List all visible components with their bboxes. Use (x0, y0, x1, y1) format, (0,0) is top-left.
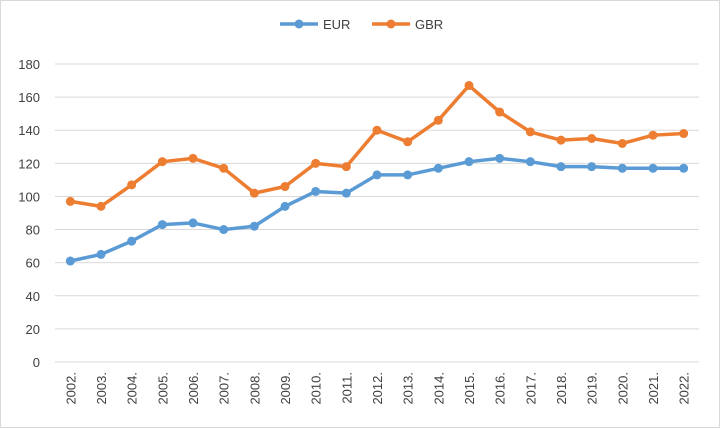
point-marker (157, 220, 167, 230)
x-tick-label: 2016. (493, 372, 508, 405)
point-marker (127, 180, 137, 190)
y-tick-label: 180 (18, 57, 40, 72)
y-tick-label: 0 (33, 355, 40, 370)
y-tick-label: 20 (26, 322, 40, 337)
point-marker (525, 127, 535, 137)
x-tick-label: 2015. (462, 372, 477, 405)
x-tick-label: 2002. (63, 372, 78, 405)
x-tick-label: 2019. (585, 372, 600, 405)
x-tick-label: 2017. (523, 372, 538, 405)
x-tick-label: 2018. (554, 372, 569, 405)
point-marker (249, 221, 259, 231)
x-tick-label: 2010. (309, 372, 324, 405)
point-marker (249, 188, 259, 198)
point-marker (96, 201, 106, 211)
point-marker (464, 157, 474, 167)
point-marker (372, 170, 382, 180)
y-tick-label: 40 (26, 289, 40, 304)
y-tick-label: 60 (26, 256, 40, 271)
x-tick-label: 2022. (677, 372, 692, 405)
x-tick-label: 2004. (125, 372, 140, 405)
point-marker (280, 182, 290, 192)
y-tick-label: 140 (18, 123, 40, 138)
point-marker (403, 137, 413, 147)
point-marker (311, 186, 321, 196)
legend-marker (294, 19, 304, 29)
point-marker (96, 249, 106, 259)
x-tick-label: 2009. (278, 372, 293, 405)
point-marker (679, 129, 689, 139)
x-tick-label: 2012. (370, 372, 385, 405)
point-marker (648, 130, 658, 140)
x-tick-label: 2021. (646, 372, 661, 405)
point-marker (341, 188, 351, 198)
x-tick-label: 2014. (431, 372, 446, 405)
point-marker (495, 107, 505, 117)
point-marker (219, 225, 229, 235)
y-tick-label: 80 (26, 223, 40, 238)
y-tick-label: 160 (18, 90, 40, 105)
x-tick-label: 2011. (339, 372, 354, 404)
point-marker (679, 163, 689, 173)
point-marker (587, 134, 597, 143)
x-tick-label: 2003. (94, 372, 109, 405)
point-marker (617, 163, 627, 173)
point-marker (525, 157, 535, 167)
x-tick-label: 2005. (155, 372, 170, 405)
point-marker (403, 170, 413, 180)
point-marker (127, 236, 137, 246)
point-marker (311, 158, 321, 168)
x-tick-label: 2013. (401, 372, 416, 405)
point-marker (556, 162, 566, 172)
y-tick-label: 100 (18, 189, 40, 204)
point-marker (433, 163, 443, 173)
point-marker (157, 157, 167, 167)
x-tick-label: 2007. (217, 372, 232, 405)
point-marker (372, 125, 382, 135)
point-marker (556, 135, 566, 145)
point-marker (219, 163, 229, 173)
point-marker (648, 163, 658, 173)
legend-label: GBR (415, 17, 443, 32)
point-marker (65, 196, 75, 206)
legend-label: EUR (323, 17, 350, 32)
point-marker (433, 115, 443, 125)
point-marker (341, 162, 351, 172)
point-marker (280, 201, 290, 211)
point-marker (188, 153, 198, 163)
point-marker (65, 256, 75, 266)
x-tick-label: 2020. (615, 372, 630, 405)
point-marker (464, 81, 474, 91)
point-marker (495, 153, 505, 163)
point-marker (587, 162, 597, 172)
point-marker (617, 138, 627, 148)
point-marker (188, 218, 198, 228)
x-tick-label: 2008. (247, 372, 262, 405)
legend-marker (386, 19, 396, 29)
x-tick-label: 2006. (186, 372, 201, 405)
y-tick-label: 120 (18, 156, 40, 171)
